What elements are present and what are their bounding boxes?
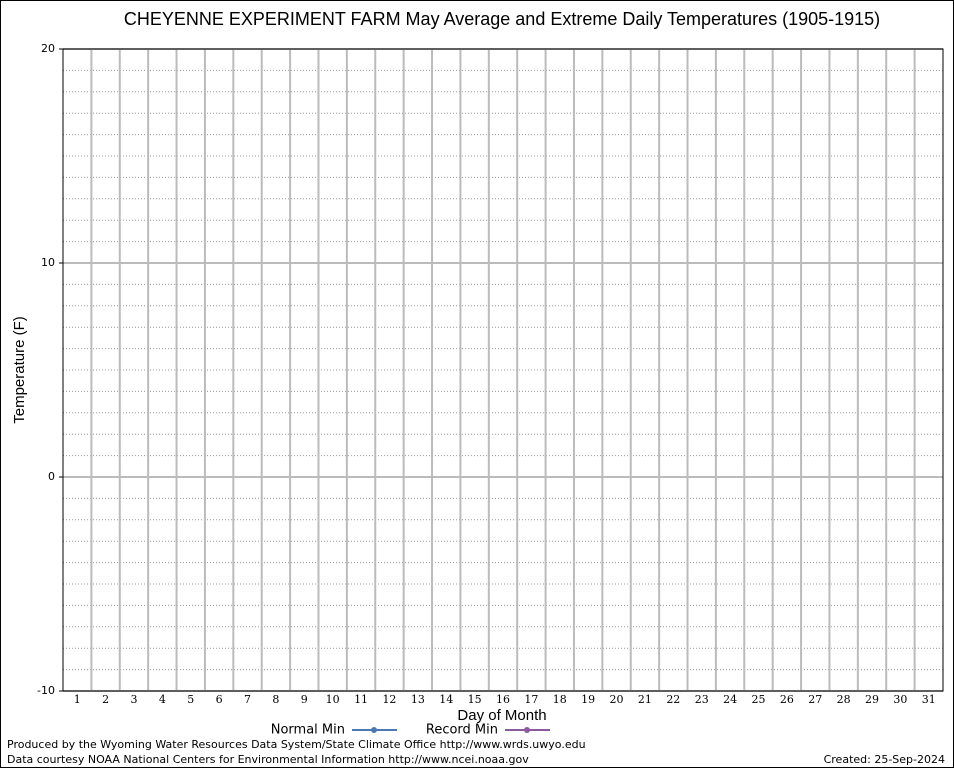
created-date: Created: 25-Sep-2024 (824, 753, 945, 766)
x-tick-label: 26 (780, 693, 794, 706)
x-tick-label: 24 (723, 693, 737, 706)
x-tick-label: 12 (382, 693, 396, 706)
x-tick-label: 14 (439, 693, 453, 706)
footer-text: Produced by the Wyoming Water Resources … (7, 738, 586, 751)
x-tick-label: 2 (102, 693, 109, 706)
x-tick-label: 23 (695, 693, 709, 706)
legend-label: Record Min (426, 723, 498, 738)
x-axis-label: Day of Month (457, 707, 546, 724)
x-tick-label: 29 (865, 693, 879, 706)
x-tick-label: 15 (468, 693, 482, 706)
plot-border (62, 48, 944, 692)
x-tick-label: 28 (837, 693, 851, 706)
legend-marker (371, 727, 377, 733)
chart-title: CHEYENNE EXPERIMENT FARM May Average and… (124, 9, 880, 29)
x-tick-label: 4 (159, 693, 166, 706)
x-tick-label: 20 (610, 693, 624, 706)
x-tick-label: 3 (130, 693, 137, 706)
x-tick-label: 6 (216, 693, 223, 706)
y-tick-label: 20 (41, 42, 55, 55)
x-tick-label: 5 (187, 693, 194, 706)
x-tick-label: 22 (666, 693, 680, 706)
x-tick-label: 10 (326, 693, 340, 706)
x-tick-label: 30 (893, 693, 907, 706)
x-tick-label: 7 (244, 693, 251, 706)
x-tick-label: 27 (808, 693, 822, 706)
x-tick-label: 31 (922, 693, 936, 706)
x-tick-label: 21 (638, 693, 652, 706)
y-axis-label: Temperature (F) (11, 316, 28, 424)
y-tick-label: -10 (37, 684, 55, 697)
legend-marker (524, 727, 530, 733)
y-tick-label: 0 (48, 470, 55, 483)
x-tick-label: 13 (411, 693, 425, 706)
x-tick-label: 9 (301, 693, 308, 706)
x-tick-label: 17 (524, 693, 538, 706)
footer-text: Data courtesy NOAA National Centers for … (7, 753, 529, 766)
x-tick-label: 8 (272, 693, 279, 706)
legend-label: Normal Min (271, 723, 345, 738)
y-tick-label: 10 (41, 256, 55, 269)
x-tick-label: 16 (496, 693, 510, 706)
x-tick-label: 19 (581, 693, 595, 706)
x-tick-label: 11 (354, 693, 368, 706)
x-tick-label: 1 (74, 693, 81, 706)
x-tick-label: 25 (751, 693, 765, 706)
x-tick-label: 18 (553, 693, 567, 706)
